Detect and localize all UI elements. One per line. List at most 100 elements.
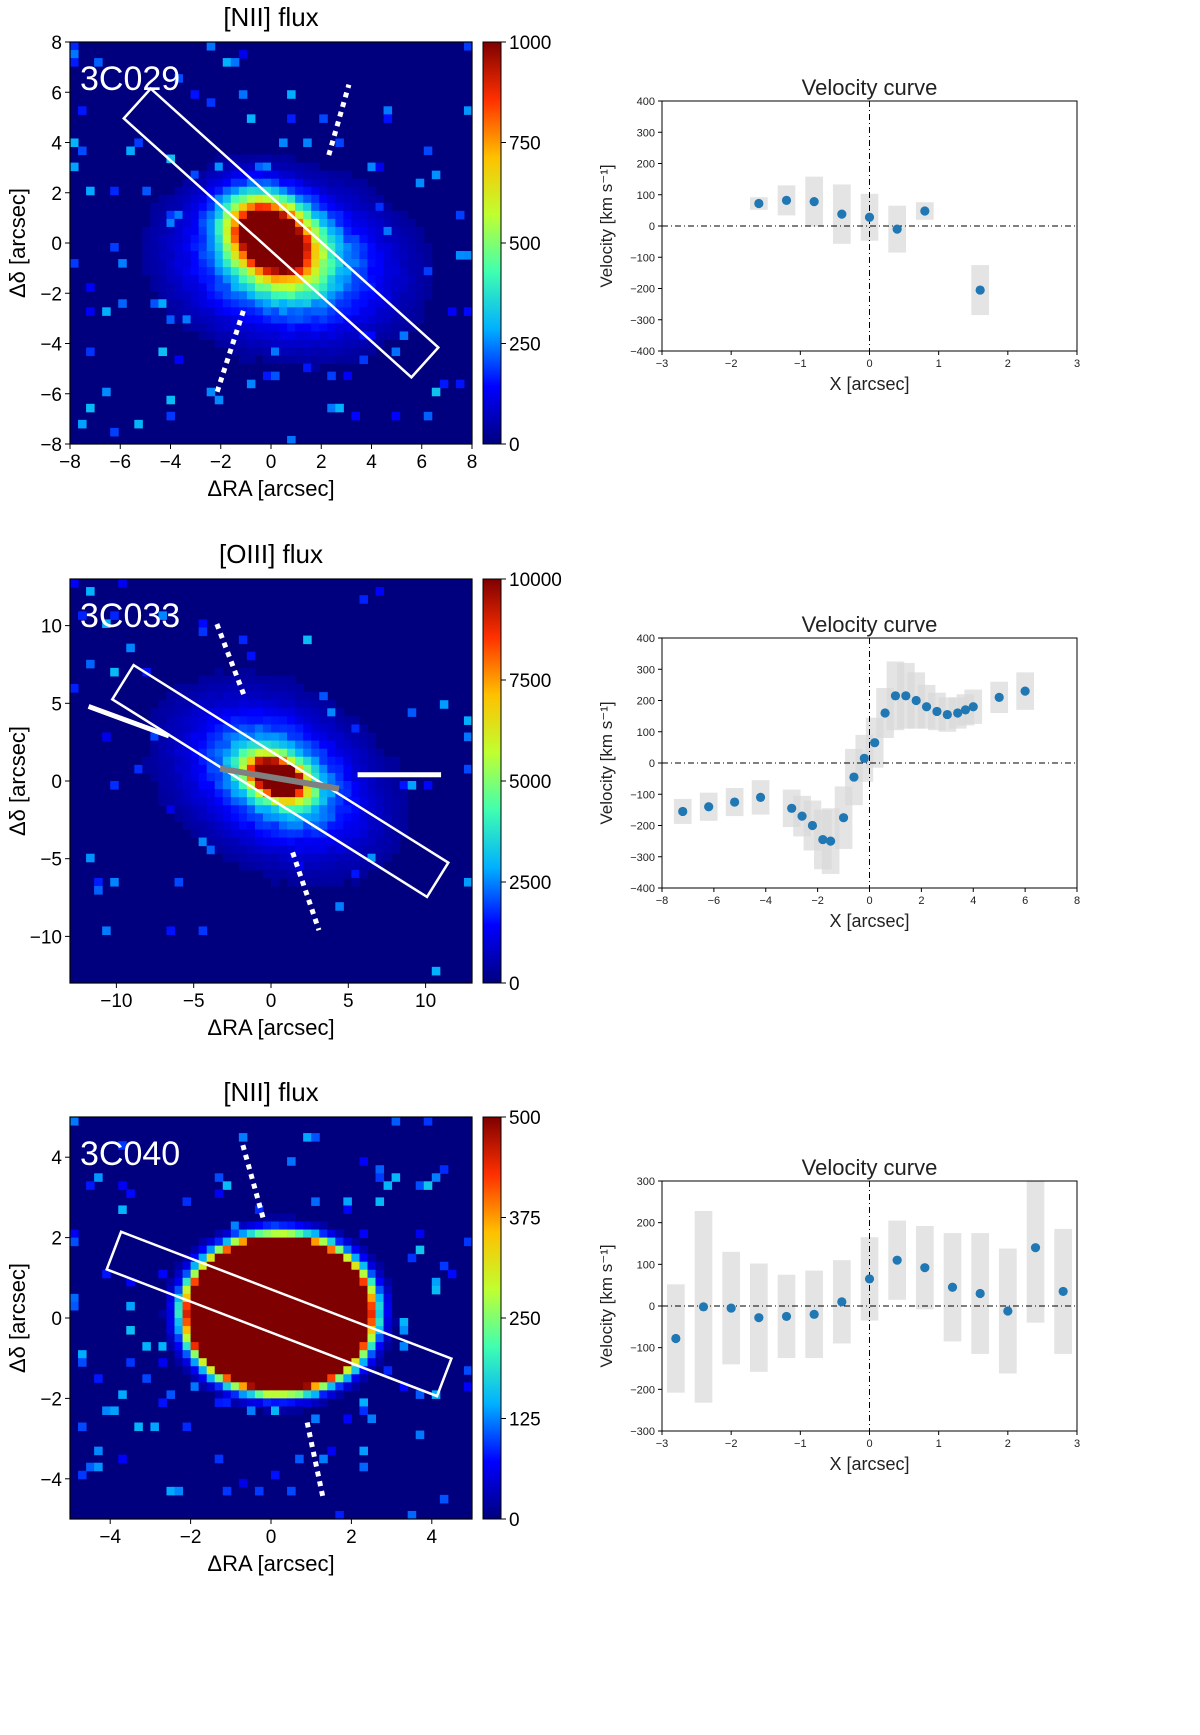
velocity-point [920, 1263, 930, 1273]
y-tick-label: 0 [51, 772, 62, 793]
x-tick-label: −1 [794, 1438, 807, 1450]
radio-axis-marker [87, 704, 170, 739]
x-axis-label: X [arcsec] [829, 374, 909, 394]
y-tick-label: 0 [51, 234, 62, 255]
flux-map-title: [NII] flux [223, 1077, 318, 1107]
velocity-point [892, 224, 902, 234]
velocity-point [1058, 1286, 1068, 1297]
x-tick-label: −6 [109, 452, 131, 473]
x-tick-label: 5 [343, 991, 354, 1012]
y-tick-label: 300 [637, 664, 655, 676]
y-tick-label: 5 [51, 694, 62, 715]
colorbar-tick-label: 7500 [509, 671, 551, 692]
velocity-point [911, 695, 921, 706]
y-axis-label: Δδ [arcsec] [5, 1263, 30, 1373]
y-axis-label: Velocity [km s⁻¹] [597, 164, 616, 287]
colorbar-tick-label: 10000 [509, 570, 562, 591]
y-tick-label: 100 [637, 727, 655, 739]
velocity-point [787, 803, 797, 813]
velocity-point [864, 1274, 875, 1284]
velocity-point [825, 836, 836, 846]
y-axis-label: Δδ [arcsec] [5, 188, 30, 298]
y-tick-label: 200 [637, 159, 655, 171]
colorbar-tick-label: 250 [509, 335, 541, 356]
grey-axis-marker [219, 765, 340, 792]
axis-dotted-marker [290, 851, 322, 931]
x-tick-label: 0 [266, 452, 277, 473]
velocity-point [1020, 686, 1030, 696]
x-tick-label: 3 [1074, 358, 1080, 370]
velocity-point [942, 709, 952, 720]
colorbar-tick-label: 500 [509, 1108, 541, 1129]
velocity-point [807, 820, 818, 831]
velocity-point [975, 1288, 985, 1299]
colorbar-tick-label: 1000 [509, 33, 551, 54]
y-tick-label: 0 [649, 1301, 655, 1313]
velocity-point [754, 198, 764, 209]
colorbar-tick-label: 0 [509, 1510, 520, 1531]
y-tick-label: 200 [637, 696, 655, 708]
velocity-point [870, 738, 880, 748]
x-axis-label: ΔRA [arcsec] [207, 476, 334, 501]
x-tick-label: 2 [1005, 1438, 1011, 1450]
source-label: 3C040 [80, 1135, 180, 1173]
x-tick-label: −4 [160, 452, 182, 473]
x-tick-label: 10 [415, 991, 436, 1012]
colorbar-tick-label: 250 [509, 1309, 541, 1330]
colorbar-tick-label: 0 [509, 435, 520, 456]
velocity-point [994, 692, 1004, 702]
axis-dotted-marker [213, 310, 246, 398]
colorbar-tick-label: 500 [509, 234, 541, 255]
velocity-point [818, 834, 828, 845]
velocity-point [704, 802, 714, 812]
y-tick-label: 6 [51, 83, 62, 104]
velocity-point [953, 708, 963, 718]
x-tick-label: 2 [346, 1527, 357, 1548]
colorbar-tick-label: 2500 [509, 873, 551, 894]
y-tick-label: −100 [630, 252, 655, 264]
velocity-curve-plot: Velocity curve −8 −6 −4 −2 0 2 4 6 8 −400 −300 −200 −… [597, 612, 1080, 931]
x-tick-label: −4 [759, 895, 772, 907]
x-tick-label: 0 [266, 991, 277, 1012]
x-tick-label: −8 [59, 452, 81, 473]
x-tick-label: 8 [467, 452, 478, 473]
y-tick-label: 200 [637, 1218, 655, 1230]
velocity-plot-title: Velocity curve [802, 75, 938, 100]
x-tick-label: 4 [427, 1527, 438, 1548]
velocity-point [754, 1313, 764, 1323]
y-tick-label: 4 [51, 1148, 62, 1169]
y-tick-label: 100 [637, 190, 655, 202]
velocity-point [797, 811, 807, 821]
x-tick-label: −2 [725, 1438, 738, 1450]
x-tick-label: 8 [1074, 895, 1080, 907]
y-tick-label: −200 [630, 1384, 655, 1396]
axis-dotted-marker [326, 84, 352, 156]
velocity-curve-plot: Velocity curve −3 −2 −1 0 1 2 3 −300 −200 −100 0 100… [597, 1155, 1080, 1474]
y-axis-label: Δδ [arcsec] [5, 726, 30, 836]
y-tick-label: 10 [41, 617, 62, 638]
x-tick-label: 0 [866, 358, 872, 370]
y-tick-label: −200 [630, 284, 655, 296]
velocity-point [880, 708, 890, 718]
velocity-point [837, 209, 847, 219]
x-tick-label: 0 [266, 1527, 277, 1548]
y-tick-label: 300 [637, 127, 655, 139]
flux-map-3C040: [NII] flux 3C040 −4 −2 0 2 4 −4 −2 0 2 4 ΔRA [arcsec… [5, 1077, 541, 1576]
y-tick-label: 100 [637, 1259, 655, 1271]
axis-dotted-marker [240, 1144, 266, 1219]
y-tick-label: −8 [40, 435, 62, 456]
velocity-point [960, 705, 971, 715]
x-tick-label: −1 [794, 358, 807, 370]
velocity-plot-title: Velocity curve [802, 1155, 938, 1180]
colorbar [482, 1116, 502, 1520]
x-tick-label: −2 [180, 1527, 202, 1548]
y-tick-label: 2 [51, 184, 62, 205]
y-tick-label: 0 [649, 758, 655, 770]
velocity-point [781, 195, 792, 205]
colorbar-tick-label: 375 [509, 1209, 541, 1230]
x-tick-label: 3 [1074, 1438, 1080, 1450]
velocity-plot-title: Velocity curve [802, 612, 938, 637]
velocity-point [1030, 1243, 1041, 1253]
y-tick-label: −4 [40, 335, 62, 356]
